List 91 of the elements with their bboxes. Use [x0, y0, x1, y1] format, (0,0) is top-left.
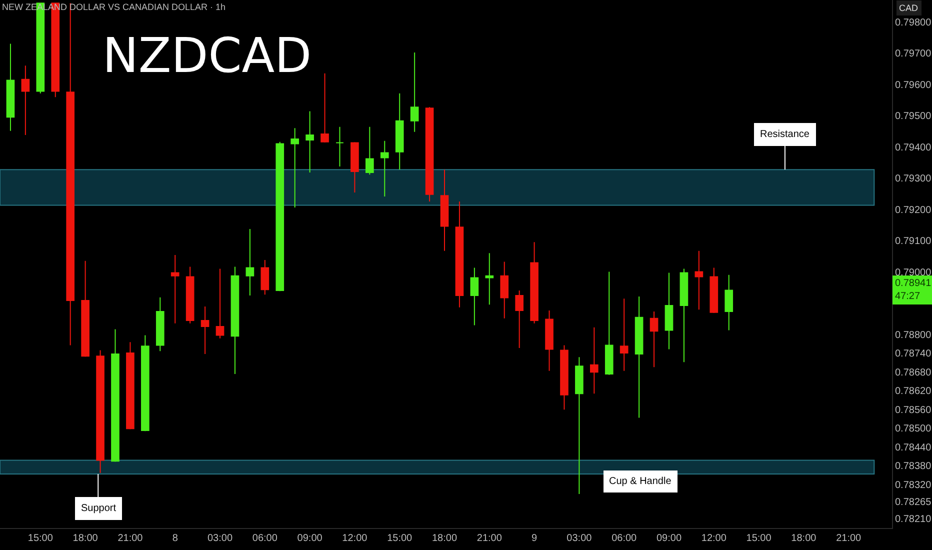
candlestick	[170, 254, 180, 324]
band-label: Support	[81, 503, 116, 514]
candlestick	[680, 268, 688, 363]
candlestick	[6, 43, 15, 132]
x-tick-label: 09:00	[297, 533, 323, 544]
y-tick-label: 0.78440	[895, 442, 932, 454]
candlestick	[515, 290, 524, 349]
y-tick-label: 0.78620	[895, 386, 932, 398]
x-tick-label: 06:00	[252, 533, 278, 544]
candlestick	[694, 250, 704, 310]
candlestick	[620, 298, 628, 372]
x-tick-label: 15:00	[387, 533, 413, 544]
candlestick	[290, 128, 300, 208]
candlestick	[380, 140, 389, 198]
x-tick-label: 21:00	[476, 533, 502, 544]
candlestick	[350, 142, 359, 193]
candlestick	[724, 274, 734, 331]
candlestick	[500, 261, 509, 319]
candlestick	[186, 266, 194, 324]
candlestick	[545, 310, 554, 372]
text: NZDCAD	[102, 28, 312, 84]
x-tick-label: 21:00	[836, 533, 862, 544]
y-tick-label: 0.78265	[895, 496, 932, 508]
y-tick-label: 0.78560	[895, 404, 932, 416]
y-axis-title: CAD	[899, 3, 918, 13]
candlestick	[320, 72, 329, 143]
y-tick-label: 0.79000	[895, 267, 932, 278]
candlestick	[530, 242, 538, 324]
candlestick	[246, 228, 254, 296]
candlestick	[81, 260, 90, 358]
x-tick-label: 09:00	[656, 533, 682, 544]
candlestick	[710, 267, 718, 314]
x-tick-label: 03:00	[566, 533, 592, 544]
candlestick	[216, 268, 224, 339]
candlestick	[336, 126, 344, 168]
candlestick	[156, 296, 164, 352]
y-tick-label: 0.79400	[895, 142, 932, 154]
candlestick	[141, 334, 150, 432]
x-tick-label: 12:00	[701, 533, 727, 544]
y-tick-label: 0.79200	[895, 204, 932, 216]
candlestick	[366, 126, 374, 176]
candlestick	[664, 272, 674, 350]
x-tick-label: 06:00	[612, 533, 638, 544]
x-tick-label: 18:00	[72, 533, 98, 544]
candlestick	[126, 342, 134, 430]
y-tick-label: 0.79600	[895, 80, 932, 91]
candlestick	[395, 92, 404, 170]
x-tick-label: 9	[532, 533, 538, 544]
y-tick-label: 0.79100	[895, 236, 932, 248]
candlestick	[230, 266, 240, 374]
candlestick	[276, 141, 284, 292]
y-tick-label: 0.79700	[895, 48, 932, 60]
x-tick-label: 21:00	[118, 533, 144, 544]
y-tick-label: 0.78320	[895, 480, 932, 491]
y-tick-label: 0.78740	[895, 348, 932, 360]
band-label: Resistance	[760, 129, 810, 140]
y-tick-label: 0.79500	[895, 111, 932, 122]
candlestick	[96, 350, 104, 474]
candlestick	[485, 252, 494, 306]
candlestick	[425, 106, 434, 202]
y-tick-label: 0.78500	[895, 424, 932, 435]
candlestick	[575, 356, 584, 494]
candlestick	[410, 52, 419, 132]
x-tick-label: 15:00	[746, 533, 772, 544]
y-tick-label: 0.79800	[895, 17, 932, 28]
candlestick	[111, 328, 120, 462]
y-tick-label: 0.79300	[895, 174, 932, 185]
x-tick-label: 8	[172, 533, 178, 544]
candlestick	[455, 201, 464, 308]
y-tick-label: 0.78210	[895, 514, 932, 526]
candlestick	[604, 271, 614, 376]
x-tick-label: 12:00	[342, 533, 368, 544]
y-tick-label: 0.78380	[895, 461, 932, 472]
annotation: Cup & Handle	[609, 476, 672, 487]
x-tick-label: 18:00	[791, 533, 817, 544]
candlestick	[590, 326, 598, 394]
x-tick-label: 03:00	[207, 533, 233, 544]
candlestick	[200, 306, 210, 354]
candlestick	[260, 259, 270, 296]
y-tick-label: 0.78800	[895, 330, 932, 341]
candlestick	[306, 110, 314, 173]
text: 0.78941 47:27	[895, 278, 932, 302]
x-tick-label: 15:00	[28, 533, 54, 544]
candlestick	[440, 169, 449, 252]
candlestick	[650, 310, 658, 368]
candlestick	[21, 65, 30, 136]
y-tick-label: 0.78680	[895, 367, 932, 378]
x-tick-label: 18:00	[432, 533, 458, 544]
candlestick	[634, 296, 644, 418]
candlestick	[560, 344, 568, 410]
candlestick	[470, 267, 479, 326]
